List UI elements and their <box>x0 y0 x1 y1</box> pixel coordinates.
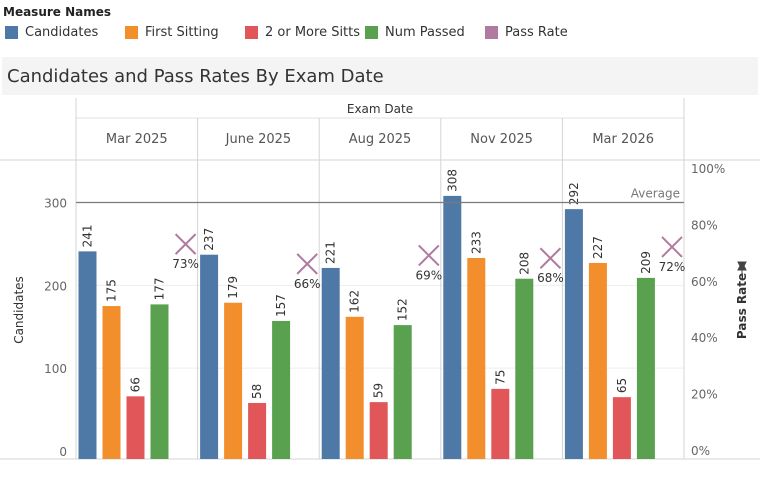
bar-first-sitting <box>467 258 486 459</box>
y-axis-title: Candidates <box>12 276 26 344</box>
bar-value-label: 157 <box>274 294 288 317</box>
bar-value-label: 175 <box>105 279 119 302</box>
bar-value-label: 221 <box>324 241 338 264</box>
pass-rate-marker <box>296 253 318 275</box>
legend-item-num-passed[interactable]: Num Passed <box>365 24 465 40</box>
y2-tick-label: 40% <box>691 331 718 345</box>
legend-label-candidates: Candidates <box>25 24 99 40</box>
legend-swatch-first-sitting <box>125 25 138 39</box>
bar-2-or-more-sitts <box>126 396 145 459</box>
bar-value-label: 233 <box>469 231 483 254</box>
bar-num-passed <box>393 325 412 459</box>
chart-title-bar: Candidates and Pass Rates By Exam Date <box>2 57 758 95</box>
y2-tick-label: 0% <box>691 444 710 458</box>
bar-candidates <box>78 251 97 459</box>
category-header: Mar 2026 <box>592 132 654 147</box>
pass-rate-marker <box>418 244 440 267</box>
legend-swatch-num-passed <box>365 25 378 39</box>
category-header: Mar 2025 <box>106 132 168 147</box>
y-tick-label: 300 <box>44 197 67 211</box>
bar-value-label: 177 <box>153 277 167 300</box>
y-tick-label: 0 <box>59 445 67 459</box>
bar-value-label: 58 <box>250 384 264 399</box>
legend-label-first-sitting: First Sitting <box>145 24 219 40</box>
pass-rate-marker <box>539 247 562 269</box>
bar-num-passed <box>150 304 169 459</box>
bar-value-label: 227 <box>591 236 605 259</box>
bar-2-or-more-sitts <box>248 402 267 459</box>
chart-title: Candidates and Pass Rates By Exam Date <box>7 65 384 87</box>
legend-label-pass-rate: Pass Rate <box>505 24 568 40</box>
legend-item-first-sitting[interactable]: First Sitting <box>125 24 219 40</box>
bar-2-or-more-sitts <box>612 397 631 459</box>
bar-candidates <box>200 254 219 459</box>
legend-item-candidates[interactable]: Candidates <box>5 24 98 40</box>
legend-item-2-or-more[interactable]: 2 or More Sitts <box>245 24 360 40</box>
bar-num-passed <box>272 320 291 459</box>
bar-value-label: 75 <box>493 370 507 385</box>
bar-value-label: 208 <box>517 252 531 275</box>
bar-candidates <box>564 209 583 459</box>
pass-rate-label: 72% <box>659 260 686 274</box>
pass-rate-label: 68% <box>537 271 564 285</box>
legend-label-2-or-more: 2 or More Sitts <box>265 24 361 40</box>
y2-tick-label: 60% <box>691 275 718 289</box>
bar-value-label: 162 <box>348 290 362 313</box>
bar-num-passed <box>515 278 534 459</box>
legend-swatch-candidates <box>5 25 18 39</box>
reference-line-label: Average <box>631 187 680 201</box>
y2-tick-label: 80% <box>691 218 718 232</box>
bar-first-sitting <box>588 262 607 459</box>
pass-rate-label: 66% <box>294 277 321 291</box>
bar-first-sitting <box>224 302 243 459</box>
category-header: June 2025 <box>225 132 292 147</box>
bar-value-label: 209 <box>639 251 653 274</box>
bar-candidates <box>321 267 340 459</box>
bar-value-label: 66 <box>129 377 143 392</box>
pass-rate-label: 69% <box>415 268 442 282</box>
pass-rate-label: 73% <box>172 257 199 271</box>
y-tick-label: 100 <box>44 362 67 376</box>
y2-tick-label: 100% <box>691 162 725 176</box>
y2-tick-label: 20% <box>691 388 718 402</box>
bar-value-label: 59 <box>372 383 386 398</box>
bar-num-passed <box>636 277 655 459</box>
y-tick-label: 200 <box>44 279 67 293</box>
y2-axis-title: Pass Rate <box>735 273 749 339</box>
bar-value-label: 241 <box>81 224 95 247</box>
legend-swatch-pass-rate <box>485 25 498 39</box>
column-header-label: Exam Date <box>347 102 413 116</box>
pin-icon[interactable] <box>737 261 747 275</box>
bar-first-sitting <box>345 316 364 459</box>
bar-value-label: 292 <box>567 182 581 205</box>
category-header: Nov 2025 <box>470 132 533 147</box>
legend-swatch-2-or-more <box>245 25 258 39</box>
bar-2-or-more-sitts <box>369 402 388 459</box>
pass-rate-marker <box>661 236 683 258</box>
bar-value-label: 237 <box>202 228 216 251</box>
legend-label-num-passed: Num Passed <box>385 24 465 40</box>
bar-value-label: 152 <box>396 298 410 321</box>
category-header: Aug 2025 <box>349 132 412 147</box>
legend: Measure Names Candidates First Sitting 2… <box>0 0 760 56</box>
bar-2-or-more-sitts <box>491 388 510 459</box>
bar-candidates <box>443 195 462 459</box>
pass-rate-marker <box>174 233 197 255</box>
bar-value-label: 179 <box>226 276 240 299</box>
bar-first-sitting <box>102 306 121 459</box>
bar-value-label: 65 <box>615 378 629 393</box>
legend-item-pass-rate[interactable]: Pass Rate <box>485 24 568 40</box>
legend-title: Measure Names <box>3 5 112 19</box>
bar-value-label: 308 <box>445 169 459 192</box>
